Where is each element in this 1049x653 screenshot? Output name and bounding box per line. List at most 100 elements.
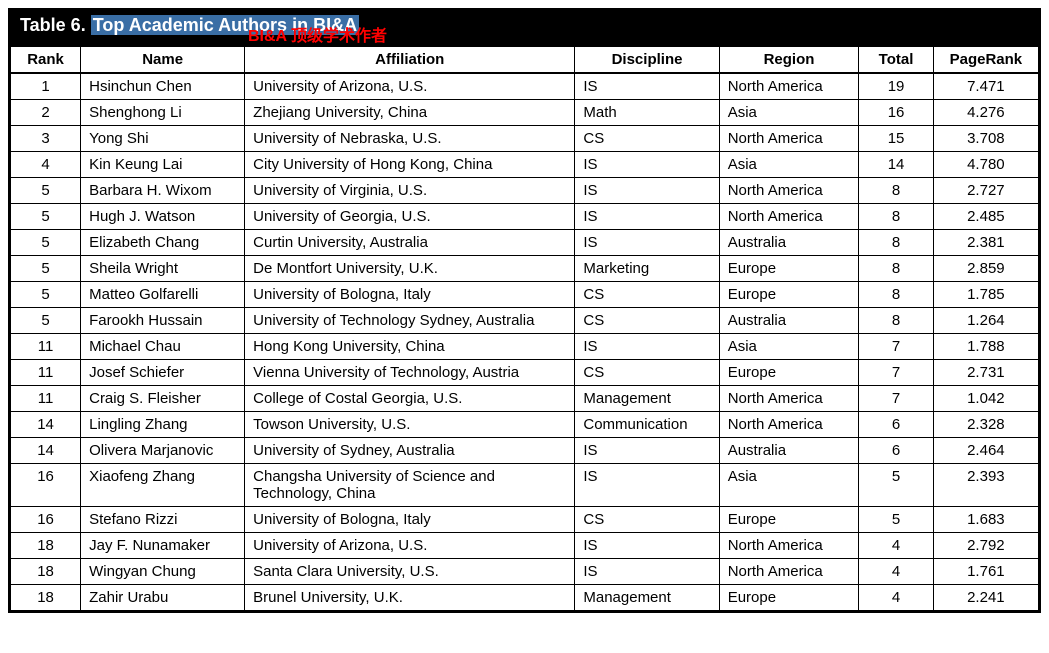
cell-pagerank: 2.241 [933,585,1038,611]
table-row: 3Yong ShiUniversity of Nebraska, U.S.CSN… [11,126,1039,152]
cell-total: 8 [859,230,933,256]
cell-rank: 5 [11,178,81,204]
cell-name: Stefano Rizzi [81,507,245,533]
cell-region: Europe [719,256,859,282]
cell-total: 7 [859,334,933,360]
cell-name: Michael Chau [81,334,245,360]
cell-pagerank: 2.727 [933,178,1038,204]
cell-pagerank: 1.683 [933,507,1038,533]
cell-rank: 11 [11,360,81,386]
cell-rank: 1 [11,73,81,100]
table-body: 1Hsinchun ChenUniversity of Arizona, U.S… [11,73,1039,611]
authors-table: Rank Name Affiliation Discipline Region … [10,46,1039,611]
table-number: Table 6. [20,15,86,35]
cell-rank: 5 [11,282,81,308]
cell-pagerank: 1.788 [933,334,1038,360]
cell-affiliation: Zhejiang University, China [245,100,575,126]
table-row: 14Lingling ZhangTowson University, U.S.C… [11,412,1039,438]
table-row: 2Shenghong LiZhejiang University, ChinaM… [11,100,1039,126]
cell-name: Hsinchun Chen [81,73,245,100]
cell-rank: 5 [11,204,81,230]
cell-pagerank: 1.264 [933,308,1038,334]
table-row: 11Josef SchieferVienna University of Tec… [11,360,1039,386]
cell-pagerank: 2.859 [933,256,1038,282]
cell-pagerank: 2.464 [933,438,1038,464]
table-row: 11Craig S. FleisherCollege of Costal Geo… [11,386,1039,412]
cell-discipline: IS [575,464,719,507]
cell-affiliation: University of Bologna, Italy [245,507,575,533]
cell-region: Asia [719,100,859,126]
cell-rank: 18 [11,585,81,611]
cell-region: Europe [719,507,859,533]
table-row: 14Olivera MarjanovicUniversity of Sydney… [11,438,1039,464]
cell-region: North America [719,533,859,559]
cell-name: Elizabeth Chang [81,230,245,256]
cell-affiliation: Changsha University of Science and Techn… [245,464,575,507]
cell-discipline: CS [575,126,719,152]
cell-discipline: IS [575,178,719,204]
table-row: 11Michael ChauHong Kong University, Chin… [11,334,1039,360]
cell-region: North America [719,412,859,438]
cell-affiliation: University of Georgia, U.S. [245,204,575,230]
cell-pagerank: 1.785 [933,282,1038,308]
col-header-rank: Rank [11,47,81,74]
cell-discipline: IS [575,230,719,256]
cell-pagerank: 2.792 [933,533,1038,559]
cell-pagerank: 4.780 [933,152,1038,178]
cell-affiliation: University of Arizona, U.S. [245,73,575,100]
cell-rank: 16 [11,507,81,533]
cell-pagerank: 2.731 [933,360,1038,386]
col-header-pagerank: PageRank [933,47,1038,74]
cell-affiliation: Vienna University of Technology, Austria [245,360,575,386]
cell-discipline: CS [575,360,719,386]
cell-region: Australia [719,308,859,334]
cell-total: 4 [859,585,933,611]
cell-rank: 16 [11,464,81,507]
cell-total: 5 [859,464,933,507]
cell-pagerank: 2.381 [933,230,1038,256]
cell-region: Europe [719,585,859,611]
cell-affiliation: Towson University, U.S. [245,412,575,438]
table-row: 5Barbara H. WixomUniversity of Virginia,… [11,178,1039,204]
cell-pagerank: 2.485 [933,204,1038,230]
cell-name: Zahir Urabu [81,585,245,611]
table-row: 5Sheila WrightDe Montfort University, U.… [11,256,1039,282]
cell-rank: 11 [11,386,81,412]
cell-discipline: Communication [575,412,719,438]
cell-rank: 3 [11,126,81,152]
table-row: 5Hugh J. WatsonUniversity of Georgia, U.… [11,204,1039,230]
cell-total: 6 [859,412,933,438]
table-row: 1Hsinchun ChenUniversity of Arizona, U.S… [11,73,1039,100]
cell-region: Asia [719,334,859,360]
cell-name: Kin Keung Lai [81,152,245,178]
col-header-affiliation: Affiliation [245,47,575,74]
cell-region: North America [719,204,859,230]
cell-pagerank: 2.328 [933,412,1038,438]
cell-name: Wingyan Chung [81,559,245,585]
cell-rank: 5 [11,230,81,256]
col-header-region: Region [719,47,859,74]
cell-name: Matteo Golfarelli [81,282,245,308]
cell-total: 8 [859,178,933,204]
cell-discipline: IS [575,204,719,230]
table-row: 16Xiaofeng ZhangChangsha University of S… [11,464,1039,507]
cell-pagerank: 1.761 [933,559,1038,585]
cell-rank: 5 [11,256,81,282]
cell-total: 7 [859,386,933,412]
cell-discipline: IS [575,152,719,178]
cell-discipline: IS [575,334,719,360]
cell-rank: 5 [11,308,81,334]
cell-affiliation: City University of Hong Kong, China [245,152,575,178]
cell-region: Europe [719,282,859,308]
cell-discipline: Management [575,386,719,412]
cell-affiliation: De Montfort University, U.K. [245,256,575,282]
table-row: 18Jay F. NunamakerUniversity of Arizona,… [11,533,1039,559]
cell-rank: 11 [11,334,81,360]
cell-region: Asia [719,152,859,178]
cell-name: Hugh J. Watson [81,204,245,230]
cell-rank: 14 [11,438,81,464]
cell-name: Lingling Zhang [81,412,245,438]
cell-name: Olivera Marjanovic [81,438,245,464]
table-row: 5Elizabeth ChangCurtin University, Austr… [11,230,1039,256]
table-row: 16Stefano RizziUniversity of Bologna, It… [11,507,1039,533]
